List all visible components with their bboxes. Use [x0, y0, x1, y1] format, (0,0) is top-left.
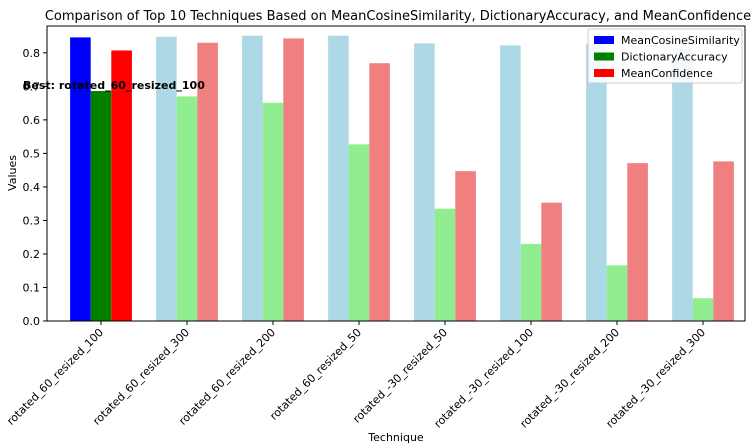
x-tick-label: rotated_-30_resized_100: [432, 326, 537, 431]
legend: MeanCosineSimilarity DictionaryAccuracy Me…: [587, 28, 743, 84]
bar-meancosinesimilarity-7: [672, 48, 693, 322]
y-tick-label: 0.8: [23, 47, 41, 60]
bar-meancosinesimilarity-5: [500, 45, 521, 321]
bar-dictionaryaccuracy-5: [520, 243, 542, 321]
y-tick-label: 0.3: [23, 214, 41, 227]
x-tick-label: rotated_60_resized_50: [267, 326, 364, 423]
chart-title: Comparison of Top 10 Techniques Based on…: [45, 9, 751, 24]
bar-meancosinesimilarity-1: [156, 36, 177, 321]
bar-meanconfidence-2: [283, 38, 304, 322]
legend-label-meancosinesimilarity: MeanCosineSimilarity: [621, 34, 740, 47]
bar-dictionaryaccuracy-0: [90, 91, 112, 321]
x-axis: rotated_60_resized_100rotated_60_resized…: [4, 321, 708, 431]
y-tick-label: 0.0: [23, 315, 41, 328]
bar-meancosinesimilarity-6: [586, 43, 607, 322]
bar-meanconfidence-0: [111, 50, 132, 321]
y-axis: 0.0 0.1 0.2 0.3 0.4 0.5 0.6 0.7 0.8: [23, 47, 47, 328]
bar-meanconfidence-3: [369, 63, 390, 322]
bar-meancosinesimilarity-2: [242, 35, 263, 321]
bars-group: [70, 35, 734, 322]
bar-meancosinesimilarity-3: [328, 35, 349, 321]
y-tick-label: 0.2: [23, 248, 41, 261]
y-axis-label: Values: [6, 155, 19, 191]
plot-frame: [46, 25, 746, 322]
bar-dictionaryaccuracy-4: [434, 208, 456, 321]
y-tick-label: 0.7: [23, 80, 41, 93]
bar-meanconfidence-5: [541, 202, 562, 321]
bar-dictionaryaccuracy-3: [348, 144, 370, 321]
x-tick-label: rotated_-30_resized_50: [350, 326, 450, 426]
y-tick-label: 0.4: [23, 181, 41, 194]
bar-meancosinesimilarity-0: [70, 37, 91, 322]
bar-dictionaryaccuracy-7: [692, 298, 714, 321]
y-tick-label: 0.5: [23, 147, 41, 160]
legend-label-meanconfidence: MeanConfidence: [621, 67, 713, 80]
bar-dictionaryaccuracy-6: [606, 265, 628, 321]
x-tick-label: rotated_60_resized_200: [176, 326, 278, 428]
x-tick-label: rotated_60_resized_300: [90, 326, 192, 428]
legend-swatch-dictionaryaccuracy: [594, 52, 614, 61]
legend-swatch-meancosinesimilarity: [594, 36, 614, 44]
bar-meanconfidence-6: [627, 163, 648, 321]
legend-swatch-meanconfidence: [594, 69, 614, 77]
y-tick-label: 0.1: [23, 281, 41, 294]
bar-meanconfidence-1: [197, 42, 218, 321]
bar-meanconfidence-4: [455, 171, 476, 321]
bar-dictionaryaccuracy-1: [176, 96, 198, 322]
x-tick-label: rotated_-30_resized_300: [604, 326, 709, 431]
best-annotation: Best: rotated_60_resized_100: [23, 79, 205, 92]
x-tick-label: rotated_-30_resized_200: [518, 326, 623, 431]
legend-label-dictionaryaccuracy: DictionaryAccuracy: [621, 51, 728, 64]
y-tick-label: 0.6: [23, 114, 41, 127]
x-tick-label: rotated_60_resized_100: [4, 326, 106, 428]
legend-box: [587, 28, 743, 84]
bar-meanconfidence-7: [713, 161, 734, 321]
bar-dictionaryaccuracy-2: [262, 102, 284, 322]
x-axis-label: Technique: [367, 431, 424, 444]
bar-meancosinesimilarity-4: [414, 43, 435, 322]
